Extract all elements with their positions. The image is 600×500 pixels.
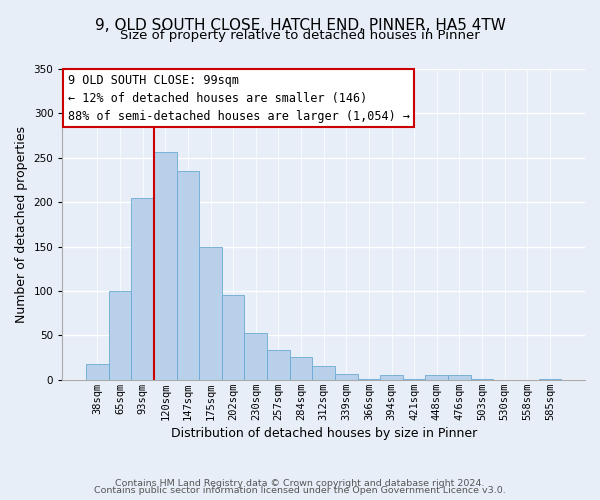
Bar — [448, 376, 471, 380]
Bar — [290, 356, 313, 380]
Text: Contains HM Land Registry data © Crown copyright and database right 2024.: Contains HM Land Registry data © Crown c… — [115, 478, 485, 488]
Y-axis label: Number of detached properties: Number of detached properties — [15, 126, 28, 323]
Bar — [425, 376, 448, 380]
Text: 9 OLD SOUTH CLOSE: 99sqm
← 12% of detached houses are smaller (146)
88% of semi-: 9 OLD SOUTH CLOSE: 99sqm ← 12% of detach… — [68, 74, 410, 122]
Bar — [313, 366, 335, 380]
Text: Size of property relative to detached houses in Pinner: Size of property relative to detached ho… — [120, 29, 480, 42]
Bar — [335, 374, 358, 380]
Bar — [222, 294, 244, 380]
Bar — [176, 171, 199, 380]
Bar — [403, 379, 425, 380]
Bar — [199, 246, 222, 380]
Text: 9, OLD SOUTH CLOSE, HATCH END, PINNER, HA5 4TW: 9, OLD SOUTH CLOSE, HATCH END, PINNER, H… — [95, 18, 505, 32]
Bar — [244, 332, 267, 380]
Bar — [131, 198, 154, 380]
Bar — [154, 152, 176, 380]
X-axis label: Distribution of detached houses by size in Pinner: Distribution of detached houses by size … — [170, 427, 477, 440]
Bar — [471, 379, 493, 380]
Bar — [267, 350, 290, 380]
Bar — [86, 364, 109, 380]
Text: Contains public sector information licensed under the Open Government Licence v3: Contains public sector information licen… — [94, 486, 506, 495]
Bar — [109, 291, 131, 380]
Bar — [358, 379, 380, 380]
Bar — [380, 376, 403, 380]
Bar — [539, 379, 561, 380]
